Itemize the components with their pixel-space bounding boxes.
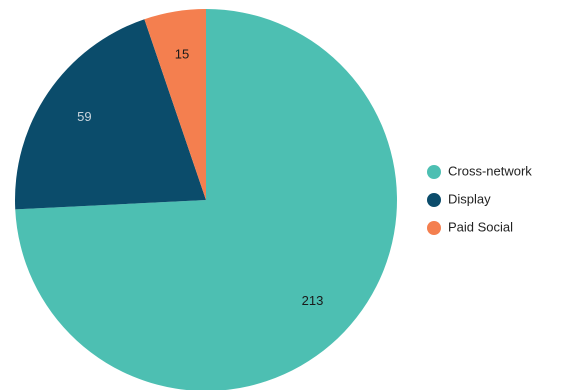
pie-slice-display[interactable] [14,19,206,210]
legend-swatch-display [427,193,441,207]
pie-slices [14,9,397,390]
slice-label-display: 59 [77,109,91,124]
legend-item-cross-network[interactable]: Cross-network [427,163,532,179]
slice-label-cross-network: 213 [302,293,324,308]
legend-item-paid-social[interactable]: Paid Social [427,219,513,235]
legend: Cross-network Display Paid Social [427,163,532,235]
pie-slice-cross-network[interactable] [15,9,397,390]
legend-label-display: Display [448,191,491,206]
legend-label-cross-network: Cross-network [448,163,532,178]
pie-slice-paid-social[interactable] [144,9,206,200]
legend-item-display[interactable]: Display [427,191,491,207]
legend-swatch-paid-social [427,221,441,235]
slice-label-paid-social: 15 [175,46,189,61]
legend-swatch-cross-network [427,165,441,179]
legend-label-paid-social: Paid Social [448,219,513,234]
pie-slice-labels: 213 59 15 [77,46,323,307]
